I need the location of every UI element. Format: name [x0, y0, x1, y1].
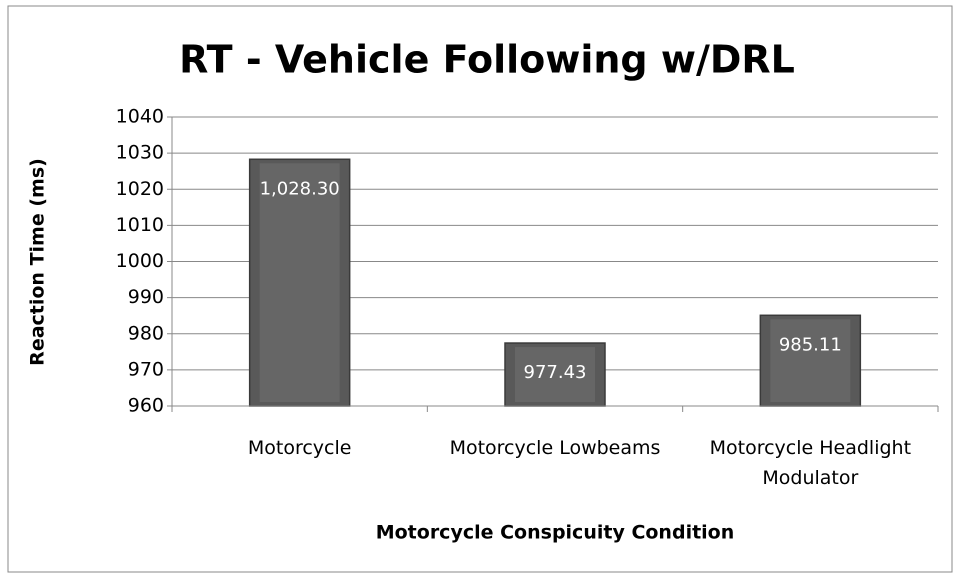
y-tick-label: 980 — [128, 322, 164, 344]
x-tick-label: Motorcycle Headlight Modulator — [709, 437, 912, 489]
x-tick-label: Motorcycle — [247, 437, 352, 459]
y-tick-label: 960 — [128, 395, 164, 417]
x-axis-title: Motorcycle Conspicuity Condition — [376, 522, 735, 544]
value-label: 1,028.30 — [260, 178, 340, 199]
x-tick-label: Motorcycle Lowbeams — [449, 437, 661, 459]
bar-highlight — [515, 347, 595, 402]
bar-highlight — [259, 163, 340, 402]
y-tick-label: 1040 — [116, 106, 164, 128]
value-label: 985.11 — [779, 334, 842, 355]
y-tick-label: 990 — [128, 286, 164, 308]
y-tick-label: 1000 — [116, 250, 164, 272]
chart-border — [7, 5, 953, 573]
value-label: 977.43 — [524, 362, 587, 383]
y-tick-label: 1020 — [116, 178, 164, 200]
y-tick-label: 970 — [128, 358, 164, 380]
y-axis-title: Reaction Time (ms) — [27, 158, 49, 366]
y-tick-label: 1010 — [116, 214, 164, 236]
bar — [759, 314, 862, 407]
chart-title: RT - Vehicle Following w/DRL — [179, 38, 795, 82]
bar-highlight — [770, 319, 851, 402]
bar — [248, 158, 351, 407]
y-tick-label: 1030 — [116, 142, 164, 164]
